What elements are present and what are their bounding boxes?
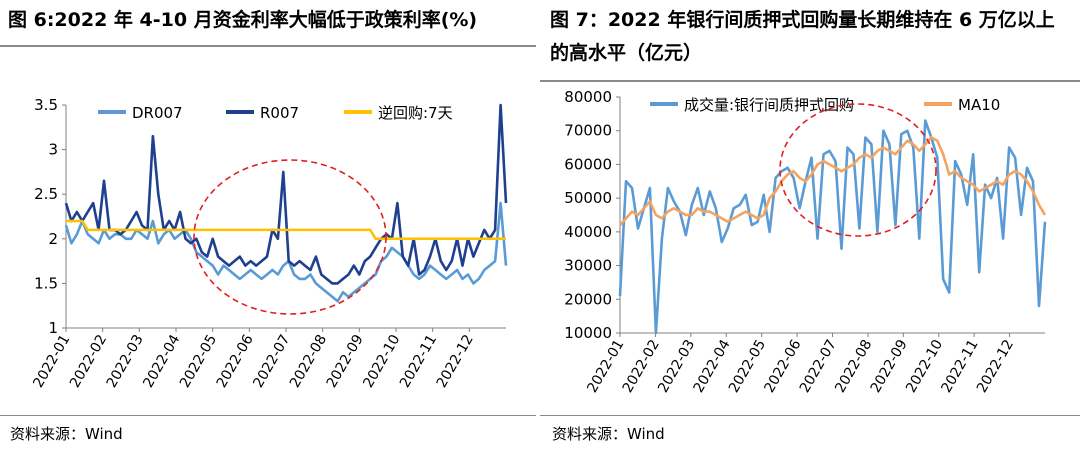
y-tick-label: 30000 <box>564 257 612 275</box>
y-tick-label: 1.5 <box>34 274 58 292</box>
legend-label: 成交量:银行间质押式回购 <box>684 96 854 114</box>
highlight-ellipse <box>193 159 387 315</box>
legend-label: DR007 <box>132 104 183 122</box>
y-tick-label: 3 <box>48 141 58 159</box>
y-tick-label: 70000 <box>564 122 612 140</box>
source-divider <box>0 415 536 416</box>
series-line-0 <box>64 201 508 303</box>
title-divider <box>0 45 536 47</box>
series-line-2 <box>66 219 506 241</box>
left-chart-panel: 图 6:2022 年 4-10 月资金利率大幅低于政策利率(%) 1 1.5 2 2.… <box>0 0 536 451</box>
source-note: 资料来源：Wind <box>10 425 123 443</box>
y-tick-label: 3.5 <box>34 96 58 114</box>
title-divider <box>540 80 1080 82</box>
chart-title: 图 6:2022 年 4-10 月资金利率大幅低于政策利率(%) <box>8 9 478 31</box>
y-tick-label: 50000 <box>564 189 612 207</box>
y-tick-label: 2.5 <box>34 185 58 203</box>
legend-label: R007 <box>260 104 299 122</box>
y-tick-label: 80000 <box>564 88 612 106</box>
right-chart-panel: 图 7：2022 年银行间质押式回购量长期维持在 6 万亿以上的高水平（亿元） … <box>540 0 1080 451</box>
left-chart: 11.522.533.52022-012022-022022-032022-04… <box>30 96 508 391</box>
chart-title: 图 7：2022 年银行间质押式回购量长期维持在 6 万亿以上的高水平（亿元） <box>550 9 1055 64</box>
legend-label: 逆回购:7天 <box>378 104 453 122</box>
y-tick-label: 60000 <box>564 155 612 173</box>
highlight-ellipse <box>779 103 937 237</box>
y-tick-label: 2 <box>48 230 58 248</box>
source-note: 资料来源：Wind <box>552 425 665 443</box>
y-tick-label: 40000 <box>564 223 612 241</box>
series-line-1 <box>64 103 508 285</box>
y-tick-label: 1 <box>48 319 58 337</box>
x-tick-label: 2022-12 <box>434 332 477 391</box>
source-divider <box>540 415 1080 416</box>
legend-label: MA10 <box>958 96 1000 114</box>
series-line-1 <box>619 136 1047 226</box>
right-chart: 10000 20000 30000 40000 50000 60000 70000 80000… <box>564 88 1047 396</box>
y-tick-label: 10000 <box>564 324 612 342</box>
y-tick-label: 20000 <box>564 290 612 308</box>
series-line-0 <box>618 119 1047 335</box>
